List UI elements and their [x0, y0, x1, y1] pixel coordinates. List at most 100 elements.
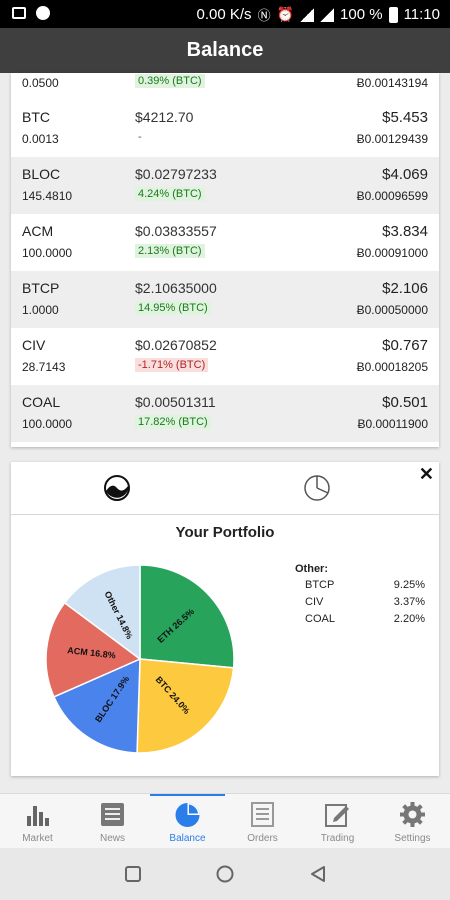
coin-symbol: CIV: [22, 337, 46, 353]
nav-settings[interactable]: Settings: [375, 794, 450, 849]
coin-price: $4212.70: [135, 109, 194, 125]
holding-btc-value: Ƀ0.00011900: [357, 417, 428, 431]
coin-symbol: BTCP: [22, 280, 60, 296]
circle-notification-icon: [36, 6, 50, 20]
coin-symbol: COAL: [22, 394, 61, 410]
pie-chart-tab-icon[interactable]: [303, 474, 331, 502]
nav-label: Trading: [320, 833, 355, 844]
other-holding-name: COAL: [305, 613, 335, 625]
portfolio-title: Your Portfolio: [175, 524, 275, 541]
clock: 11:10: [403, 6, 440, 23]
coin-price: $0.02797233: [135, 166, 217, 182]
other-holding-name: BTCP: [305, 579, 335, 591]
price-change-badge: -: [138, 131, 142, 143]
network-speed: 0.00 K/s: [196, 6, 252, 23]
table-row[interactable]: COAL 100.0000 $0.00501311 17.82% (BTC) $0.50…: [11, 385, 439, 442]
holding-amount: 28.7143: [22, 360, 66, 374]
other-holding-row: BTCP 9.25%: [295, 577, 425, 594]
holding-amount: 100.0000: [22, 417, 73, 431]
wifi-signal-icon: [300, 7, 315, 22]
newspaper-icon: [101, 803, 124, 826]
chart-type-tabs: ✕: [11, 462, 439, 515]
table-row[interactable]: BLOC 145.4810 $0.02797233 4.24% (BTC) $4.069…: [11, 157, 439, 214]
holding-amount: 145.4810: [22, 189, 73, 203]
price-change-badge: 2.13% (BTC): [135, 244, 205, 258]
other-holding-pct: 3.37%: [393, 596, 425, 608]
page-title: Balance: [186, 39, 264, 61]
coin-symbol: ACM: [22, 223, 54, 239]
pie-slice: [136, 658, 235, 754]
holding-amount: 100.0000: [22, 246, 73, 260]
nav-market[interactable]: Market: [0, 794, 75, 849]
edit-icon: [325, 804, 349, 827]
coin-price: $2.10635000: [135, 280, 217, 296]
list-icon: [251, 802, 274, 827]
holding-btc-value: Ƀ0.00129439: [356, 132, 428, 146]
holding-usd-value: $4.069: [382, 166, 428, 183]
system-navigation-bar: [0, 848, 450, 900]
holding-btc-value: Ƀ0.00050000: [356, 303, 428, 317]
other-holding-row: COAL 2.20%: [295, 611, 425, 628]
back-icon[interactable]: [309, 865, 327, 883]
pie-chart-icon: [175, 803, 200, 827]
nav-balance[interactable]: Balance: [150, 794, 225, 849]
cell-signal-icon: [320, 7, 335, 22]
active-tab-indicator: [150, 794, 225, 796]
nav-orders[interactable]: Orders: [225, 794, 300, 849]
holding-usd-value: $2.106: [382, 280, 428, 297]
nav-label: Market: [22, 833, 53, 844]
nav-label: Orders: [247, 833, 278, 844]
holding-btc-value: Ƀ0.00096599: [356, 189, 428, 203]
other-holding-row: CIV 3.37%: [295, 594, 425, 611]
nav-trading[interactable]: Trading: [300, 794, 375, 849]
table-row[interactable]: ACM 100.0000 $0.03833557 2.13% (BTC) $3.834 Ƀ…: [11, 214, 439, 271]
other-holding-pct: 9.25%: [393, 579, 425, 591]
pie-slice: [63, 564, 141, 661]
battery-level: 100 %: [340, 6, 383, 23]
other-holdings-legend: Other: BTCP 9.25% CIV 3.37% COAL 2.20%: [295, 563, 425, 628]
table-row[interactable]: BTCP 1.0000 $2.10635000 14.95% (BTC) $2.106 Ƀ…: [11, 271, 439, 328]
price-change-badge: 0.39% (BTC): [135, 74, 205, 88]
app-bar: Balance: [0, 28, 450, 73]
price-change-badge: 4.24% (BTC): [135, 187, 205, 201]
nfc-icon: Ⓝ: [257, 8, 271, 23]
pie-slice: [45, 601, 142, 698]
alarm-icon: ⏰: [276, 6, 295, 22]
bar-chart-icon: [27, 806, 49, 826]
holdings-table[interactable]: 0.0500 0.39% (BTC) Ƀ0.00143194 BTC 0.0013…: [11, 73, 439, 447]
nav-label: Balance: [169, 833, 206, 844]
table-row[interactable]: BTC 0.0013 $4212.70 - $5.453 Ƀ0.00129439: [11, 100, 439, 157]
area-chart-tab-icon[interactable]: [103, 474, 131, 502]
gallery-notification-icon: [12, 7, 26, 19]
holding-usd-value: $5.453: [382, 109, 428, 126]
gear-icon: [400, 802, 425, 827]
holding-amount: 1.0000: [22, 303, 59, 317]
coin-price: $0.00501311: [135, 394, 216, 410]
holding-btc-value: Ƀ0.00143194: [356, 76, 428, 90]
bottom-navigation: Market News Balance Orders Trading: [0, 793, 450, 848]
holding-usd-value: $0.501: [382, 394, 428, 411]
holding-amount: 0.0013: [22, 132, 59, 146]
table-row[interactable]: CIV 28.7143 $0.02670852 -1.71% (BTC) $0.767 Ƀ…: [11, 328, 439, 385]
nav-news[interactable]: News: [75, 794, 150, 849]
price-change-badge: 17.82% (BTC): [135, 415, 211, 429]
nav-label: News: [99, 833, 125, 844]
recent-apps-icon[interactable]: [124, 865, 142, 883]
nav-label: Settings: [394, 833, 431, 844]
table-row[interactable]: 0.0500 0.39% (BTC) Ƀ0.00143194: [11, 73, 439, 100]
coin-price: $0.02670852: [135, 337, 217, 353]
status-bar: 0.00 K/s Ⓝ ⏰ 100 % 11:10: [0, 0, 450, 28]
holding-btc-value: Ƀ0.00018205: [356, 360, 428, 374]
pie-slice: [139, 564, 235, 669]
price-change-badge: -1.71% (BTC): [135, 358, 209, 372]
coin-symbol: BLOC: [22, 166, 61, 182]
holding-btc-value: Ƀ0.00091000: [356, 246, 428, 260]
pie-slice: [52, 657, 141, 754]
price-change-badge: 14.95% (BTC): [135, 301, 211, 315]
coin-price: $0.03833557: [135, 223, 217, 239]
close-icon[interactable]: ✕: [418, 464, 434, 484]
coin-symbol: BTC: [22, 109, 50, 125]
portfolio-pie-chart: ETH 26.5%BTC 24.0%BLOC 17.9%ACM 16.8%Oth…: [45, 564, 235, 754]
holding-usd-value: $3.834: [382, 223, 428, 240]
home-icon[interactable]: [216, 865, 234, 883]
